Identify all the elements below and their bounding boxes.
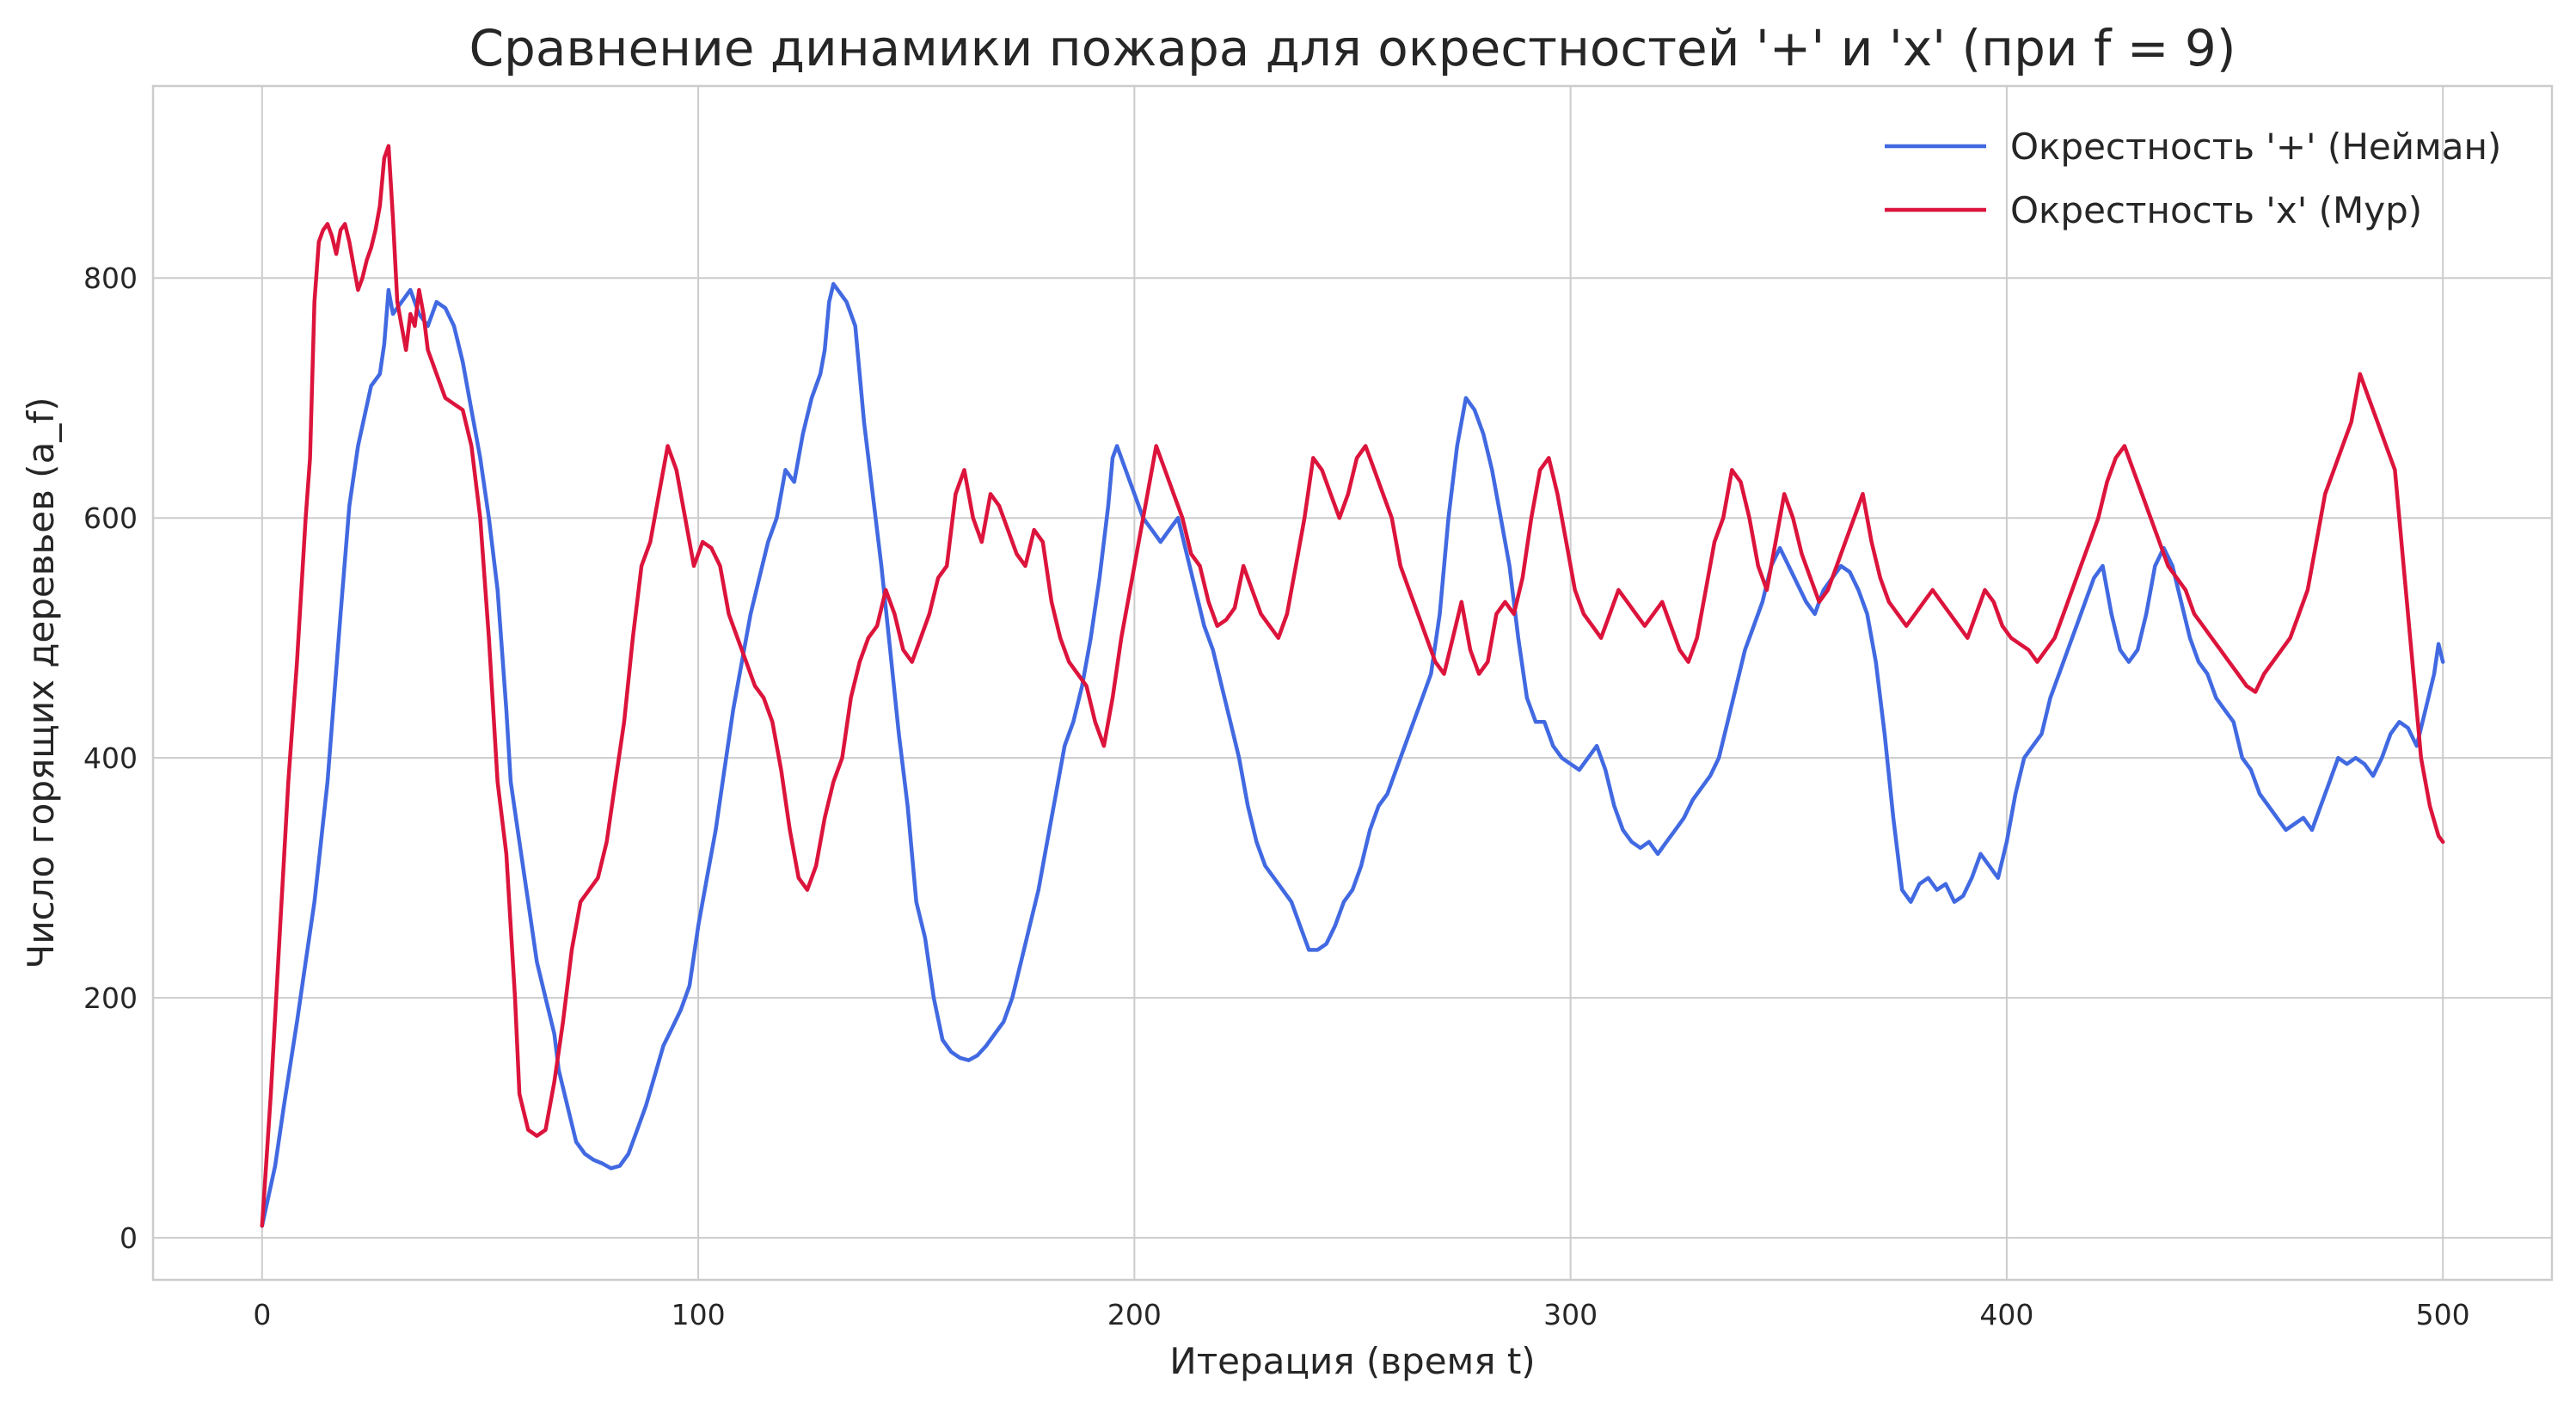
y-tick-label: 600 <box>83 501 138 535</box>
y-tick-label: 0 <box>120 1221 138 1255</box>
series-lines <box>260 144 2445 1228</box>
chart-title: Сравнение динамики пожара для окрестност… <box>469 19 2236 77</box>
legend: Окрестность '+' (Нейман) Окрестность 'x' … <box>1885 126 2501 231</box>
legend-label-2: Окрестность 'x' (Мур) <box>2010 189 2422 231</box>
series-line-2 <box>260 144 2445 1228</box>
x-tick-label: 400 <box>1979 1298 2033 1331</box>
tick-labels: 0 100 200 300 400 500 0 200 400 600 800 <box>83 261 2470 1331</box>
y-axis-title: Число горящих деревьев (a_f) <box>20 397 62 969</box>
x-tick-label: 500 <box>2416 1298 2470 1331</box>
x-tick-label: 200 <box>1107 1298 1162 1331</box>
y-tick-label: 200 <box>83 981 138 1015</box>
series-line-1 <box>260 281 2445 1228</box>
x-tick-label: 100 <box>672 1298 726 1331</box>
y-tick-label: 800 <box>83 261 138 295</box>
y-tick-label: 400 <box>83 741 138 775</box>
plot-frame <box>151 84 2554 1282</box>
x-tick-label: 0 <box>253 1298 271 1331</box>
legend-label-1: Окрестность '+' (Нейман) <box>2010 126 2501 168</box>
x-tick-label: 300 <box>1543 1298 1598 1331</box>
x-axis-title: Итерация (время t) <box>1169 1340 1535 1382</box>
